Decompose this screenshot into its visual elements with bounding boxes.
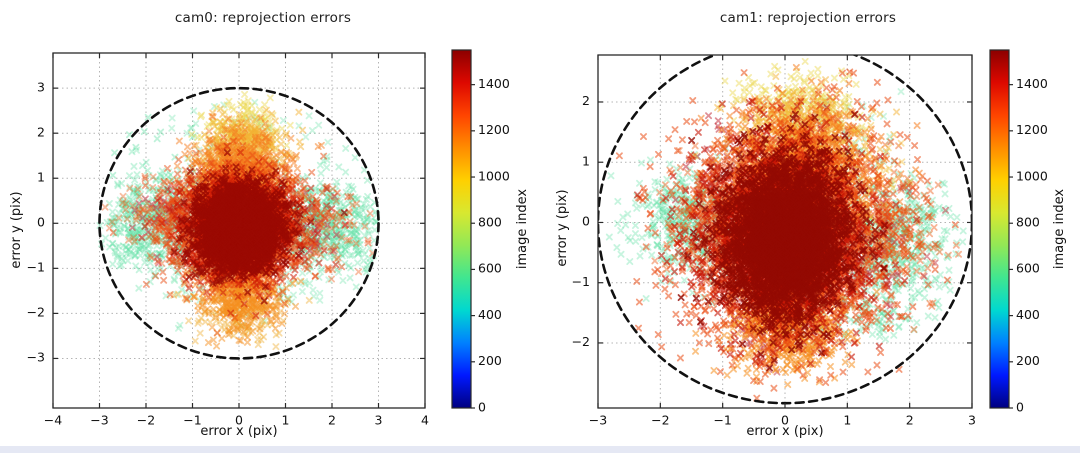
cam0-figure: cam0: reprojection errors error x (pix) … — [0, 0, 540, 453]
cam0-y-axis-label: error y (pix) — [9, 191, 24, 269]
cam1-figure: cam1: reprojection errors error x (pix) … — [540, 0, 1080, 453]
cam1-y-axis-label: error y (pix) — [555, 189, 570, 267]
cam0-colorbar-label: image index — [515, 188, 530, 270]
cam0-x-axis-label: error x (pix) — [200, 424, 278, 439]
cam0-chart-title: cam0: reprojection errors — [174, 10, 352, 26]
cam1-chart-title: cam1: reprojection errors — [719, 10, 897, 26]
cam1-scatter-canvas — [540, 0, 1080, 453]
cam0-scatter-canvas — [0, 0, 540, 453]
footer-strip — [0, 446, 1080, 453]
cam1-colorbar-label: image index — [1052, 188, 1067, 270]
cam1-x-axis-label: error x (pix) — [746, 424, 824, 439]
